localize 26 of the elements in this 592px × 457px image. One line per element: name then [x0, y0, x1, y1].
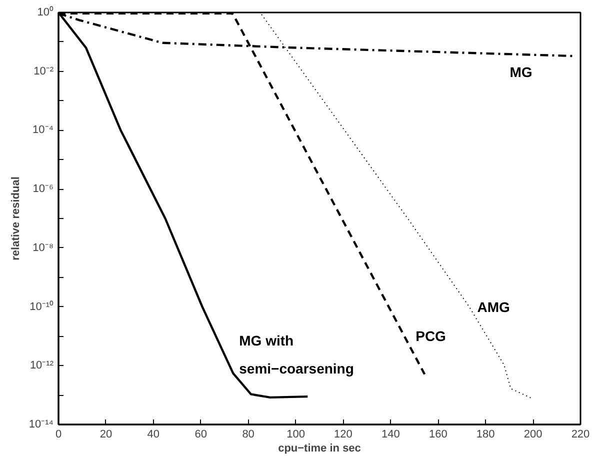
y-tick-label: 10⁻⁶: [32, 183, 54, 196]
x-tick-label: 220: [571, 428, 590, 440]
series-label: MG: [510, 64, 532, 80]
x-axis-title: cpu−time in sec: [278, 442, 361, 454]
y-tick-label: 10⁻⁸: [32, 242, 54, 254]
series-label: AMG: [477, 298, 510, 315]
y-axis-title: relative residual: [10, 176, 22, 260]
x-tick-label: 40: [147, 428, 160, 440]
x-tick-label: 200: [524, 428, 542, 440]
series-label: MG with semi−coarsening: [239, 332, 354, 376]
x-tick-label: 120: [334, 428, 352, 440]
y-tick-label: 10⁻¹²: [30, 360, 54, 372]
x-tick-label: 0: [55, 428, 62, 440]
y-tick-label: 10⁻⁴: [32, 124, 54, 136]
x-tick-label: 100: [286, 428, 305, 440]
x-tick-label: 80: [242, 428, 254, 440]
x-tick-label: 180: [476, 428, 495, 440]
series-label: PCG: [416, 328, 446, 344]
y-tick-label: 10⁻¹⁰: [30, 300, 54, 313]
x-tick-label: 140: [382, 428, 400, 440]
y-tick-label: 10⁻²: [34, 65, 54, 78]
y-tick-label: 10⁻¹⁴: [28, 418, 54, 430]
x-tick-label: 160: [428, 428, 448, 440]
x-tick-label: 60: [194, 428, 207, 440]
y-tick-label: 10⁰: [37, 6, 54, 18]
x-tick-label: 20: [100, 428, 112, 440]
